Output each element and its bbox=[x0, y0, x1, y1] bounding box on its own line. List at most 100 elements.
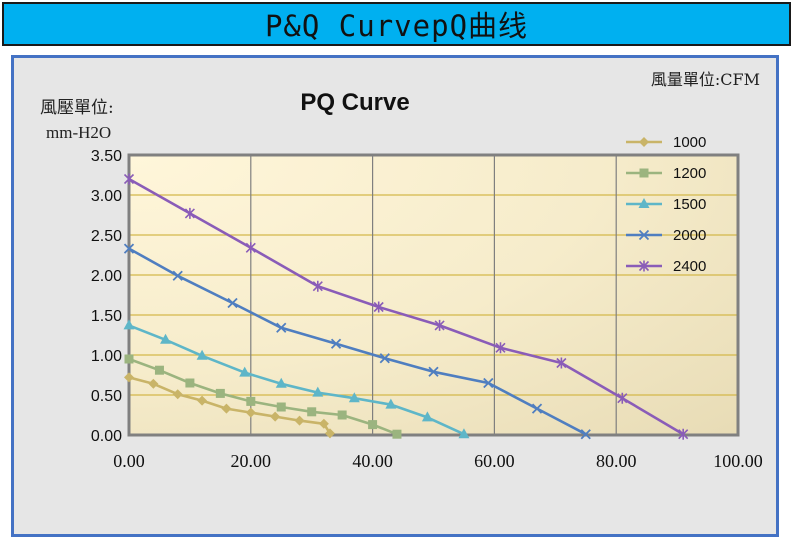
data-point-marker bbox=[123, 173, 135, 185]
data-point-marker bbox=[160, 333, 172, 344]
legend-label: 1500 bbox=[673, 196, 706, 213]
data-point-marker bbox=[123, 319, 135, 330]
y-tick-label: 3.00 bbox=[91, 188, 122, 205]
data-point-marker bbox=[275, 377, 287, 388]
series-2400 bbox=[123, 173, 689, 440]
data-point-marker bbox=[617, 392, 628, 404]
legend-label: 1200 bbox=[673, 165, 706, 182]
pq-curve-chart: 0.00 0.50 1.00 1.50 2.00 2.50 3.00 3.50 0.00 20.0… bbox=[14, 58, 776, 534]
data-point-marker bbox=[196, 349, 208, 360]
x-tick-label: 80.00 bbox=[596, 451, 637, 471]
data-point-marker bbox=[276, 402, 286, 412]
x-tick-label: 40.00 bbox=[352, 451, 393, 471]
data-point-marker bbox=[428, 366, 439, 377]
legend-label: 1000 bbox=[673, 134, 706, 151]
y-axis-label-line1: 風壓單位: bbox=[40, 98, 114, 118]
data-point-marker bbox=[324, 428, 335, 439]
banner-title: P&Q CurvepQ曲线 bbox=[264, 9, 529, 43]
data-point-marker bbox=[678, 428, 689, 440]
data-point-marker bbox=[638, 229, 650, 241]
data-point-marker bbox=[148, 378, 159, 389]
data-point-marker bbox=[197, 395, 208, 406]
data-point-marker bbox=[276, 322, 287, 333]
plot-area bbox=[129, 155, 738, 435]
data-point-marker bbox=[495, 342, 506, 354]
x-axis-unit-label: 風量單位:CFM bbox=[651, 70, 760, 89]
y-tick-label: 0.50 bbox=[91, 388, 122, 405]
plot-border bbox=[127, 153, 740, 437]
legend-item: 1000 bbox=[626, 134, 706, 151]
data-point-marker bbox=[392, 429, 402, 439]
x-tick-label: 20.00 bbox=[231, 451, 272, 471]
page-banner: P&Q CurvepQ曲线 bbox=[2, 2, 791, 46]
series-1200 bbox=[124, 354, 402, 439]
series-lines bbox=[123, 173, 689, 440]
y-tick-label: 3.50 bbox=[91, 148, 122, 165]
data-point-marker bbox=[638, 198, 650, 208]
x-tick-label: 60.00 bbox=[474, 451, 515, 471]
data-point-marker bbox=[348, 392, 360, 403]
data-point-marker bbox=[312, 386, 324, 397]
data-point-marker bbox=[172, 270, 183, 281]
data-point-marker bbox=[434, 319, 445, 331]
x-tick-label: 100.00 bbox=[713, 451, 763, 471]
x-tick-label: 0.00 bbox=[113, 451, 145, 471]
data-point-marker bbox=[639, 168, 649, 178]
series-line bbox=[128, 247, 587, 436]
data-point-marker bbox=[294, 415, 305, 426]
data-point-marker bbox=[337, 410, 347, 420]
data-point-marker bbox=[368, 420, 378, 430]
data-point-marker bbox=[330, 338, 342, 349]
data-point-marker bbox=[379, 353, 390, 364]
legend-item: 1200 bbox=[626, 165, 706, 182]
chart-frame: 0.00 0.50 1.00 1.50 2.00 2.50 3.00 3.50 0.00 20.0… bbox=[11, 55, 779, 537]
legend-item: 1500 bbox=[626, 196, 706, 213]
data-point-marker bbox=[373, 301, 384, 313]
data-point-marker bbox=[307, 407, 317, 417]
data-point-marker bbox=[123, 243, 135, 254]
data-point-marker bbox=[239, 366, 251, 377]
data-point-marker bbox=[246, 396, 256, 406]
data-point-marker bbox=[580, 429, 591, 440]
data-point-marker bbox=[531, 403, 543, 414]
series-line bbox=[128, 324, 465, 436]
y-tick-label: 1.50 bbox=[91, 308, 122, 325]
legend-label: 2000 bbox=[673, 227, 706, 244]
data-point-marker bbox=[270, 411, 281, 422]
y-tick-label: 2.00 bbox=[91, 268, 122, 285]
data-point-marker bbox=[312, 280, 323, 292]
data-point-marker bbox=[215, 388, 225, 398]
y-tick-label: 1.00 bbox=[91, 348, 122, 365]
data-point-marker bbox=[458, 428, 470, 439]
data-point-marker bbox=[124, 354, 134, 364]
data-point-marker bbox=[421, 411, 433, 422]
series-line bbox=[128, 357, 398, 436]
y-axis-label-line2: mm-H2O bbox=[46, 123, 111, 142]
tick-labels: 0.00 0.50 1.00 1.50 2.00 2.50 3.00 3.50 0.00 20.0… bbox=[91, 148, 763, 471]
series-1500 bbox=[123, 319, 470, 439]
chart-title: PQ Curve bbox=[300, 89, 409, 116]
y-tick-label: 2.50 bbox=[91, 228, 122, 245]
data-point-marker bbox=[245, 407, 256, 418]
data-point-marker bbox=[124, 372, 134, 383]
series-line bbox=[128, 177, 684, 436]
data-point-marker bbox=[556, 357, 567, 369]
legend-label: 2400 bbox=[673, 258, 706, 275]
series-2000 bbox=[123, 243, 591, 440]
data-point-marker bbox=[221, 403, 232, 414]
data-point-marker bbox=[638, 260, 650, 272]
data-point-marker bbox=[185, 378, 195, 388]
data-point-marker bbox=[154, 365, 164, 375]
series-1000 bbox=[124, 372, 335, 439]
series-line bbox=[128, 376, 332, 435]
legend-item: 2400 bbox=[626, 258, 706, 275]
data-point-marker bbox=[172, 389, 183, 400]
data-point-marker bbox=[184, 207, 195, 219]
data-point-marker bbox=[318, 418, 329, 429]
data-point-marker bbox=[385, 398, 397, 409]
data-point-marker bbox=[245, 242, 256, 254]
y-tick-label: 0.00 bbox=[91, 428, 122, 445]
data-point-marker bbox=[639, 137, 649, 147]
legend-item: 2000 bbox=[626, 227, 706, 244]
data-point-marker bbox=[483, 377, 494, 389]
